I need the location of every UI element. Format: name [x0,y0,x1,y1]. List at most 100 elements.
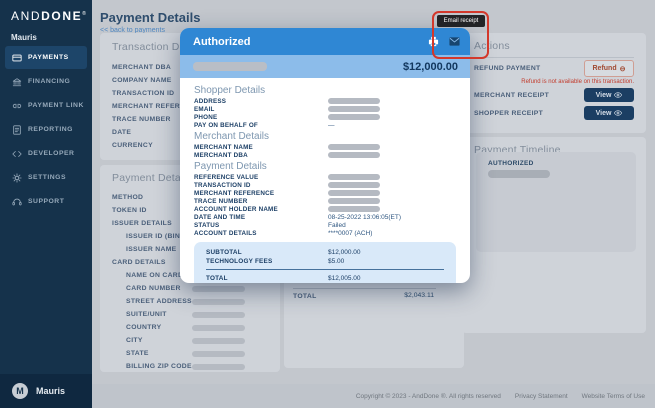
table-row: STREET ADDRESS [112,295,268,308]
redacted-value [192,298,245,305]
table-row: TRANSACTION ID [194,181,456,189]
circle-minus-icon: ⊖ [619,65,626,73]
sidebar: ANDDONE® Mauris PAYMENTS FINANCING PAYME… [0,0,92,408]
printer-icon[interactable] [428,36,439,47]
table-row: BILLING ZIP CODE [112,360,268,373]
sidebar-item-financing[interactable]: FINANCING [5,70,87,93]
table-row: METHOD [112,194,144,201]
payment-receipt-modal: Authorized $12,000.00 Shopper Details AD… [180,28,470,283]
modal-header-icons [428,28,460,55]
view-merchant-receipt-button[interactable]: View [584,88,634,102]
status-badge: Authorized [193,35,251,48]
refund-unavailable-note: Refund is not available on this transact… [521,79,634,85]
sidebar-item-payments[interactable]: PAYMENTS [5,46,87,69]
table-row: DATE AND TIME 08-25-2022 13:06:05(ET) [194,213,401,221]
total-label: TOTAL [293,293,317,300]
refund-button[interactable]: Refund ⊖ [584,60,634,77]
user-menu[interactable]: M Mauris [0,374,92,408]
merchant-receipt-label: MERCHANT RECEIPT [474,92,550,99]
sidebar-item-label: REPORTING [28,126,73,133]
payment-amount: $12,000.00 [402,60,458,73]
redacted-value [328,144,380,150]
support-icon [12,197,22,207]
table-row: ADDRESS [194,97,456,105]
redacted-value [193,62,267,71]
total-value: $2,043.11 [404,292,434,299]
user-name: Mauris [36,386,66,396]
table-row: TECHNOLOGY FEES $5.00 [206,258,345,265]
table-row: STATUS Failed [194,221,346,229]
table-row: SUBTOTAL $12,000.00 [206,249,361,256]
modal-body: Shopper Details ADDRESS EMAIL PHONE PAY … [180,78,470,283]
table-row: MERCHANT REFERENCE [112,103,201,110]
redacted-value [328,182,380,188]
table-row: CURRENCY [112,142,153,149]
redacted-value [192,311,245,318]
payment-link-icon [12,101,22,111]
actions-card: Actions REFUND PAYMENT Refund ⊖ Refund i… [462,33,646,133]
technology-fees-value: $5.00 [328,258,345,265]
sidebar-item-payment-link[interactable]: PAYMENT LINK [5,94,87,117]
refund-payment-label: REFUND PAYMENT [474,65,541,72]
modal-header: Authorized [180,28,470,55]
sidebar-item-developer[interactable]: DEVELOPER [5,142,87,165]
email-icon[interactable] [449,36,460,47]
redacted-value [328,152,380,158]
table-row: CARD NUMBER [112,282,268,295]
payments-icon [12,53,22,63]
redacted-value [328,198,380,204]
org-name: Mauris [11,33,37,42]
section-title: Merchant Details [194,131,270,142]
divider [206,269,444,270]
table-row: MERCHANT REFERENCE [194,189,456,197]
logo-trademark: ® [82,11,86,17]
table-row: ISSUER NAME [126,246,177,253]
table-row: MERCHANT DBA [112,64,172,71]
fee-summary-box: SUBTOTAL $12,000.00 TECHNOLOGY FEES $5.00 … [194,242,456,283]
table-row: TRACE NUMBER [112,116,171,123]
redacted-value [192,337,245,344]
privacy-statement-link[interactable]: Privacy Statement [514,392,568,400]
sidebar-item-label: PAYMENTS [28,54,69,61]
eye-icon [614,110,623,116]
sidebar-nav: PAYMENTS FINANCING PAYMENT LINK REPORTIN… [0,46,92,214]
divider [293,288,436,289]
back-to-payments-link[interactable]: << back to payments [100,27,165,34]
terms-link[interactable]: Website Terms of Use [581,392,645,400]
redacted-value [328,190,380,196]
table-row: DATE [112,129,132,136]
date-time-value: 08-25-2022 13:06:05(ET) [328,213,401,221]
redacted-value [192,324,245,331]
sidebar-item-label: PAYMENT LINK [28,102,84,109]
copyright-text: Copyright © 2023 - AndDone ®. All rights… [355,392,501,400]
table-row: COUNTRY [112,321,268,334]
table-row: ISSUER DETAILS [112,220,172,227]
divider [474,57,634,58]
card-title: Actions [474,40,510,52]
redacted-value [328,106,380,112]
table-row: ACCOUNT HOLDER NAME [194,205,456,213]
table-row: NAME ON CARD [126,272,184,279]
shopper-receipt-label: SHOPPER RECEIPT [474,110,544,117]
page-title: Payment Details [100,10,201,25]
table-row: TRANSACTION ID [112,90,175,97]
sidebar-item-label: FINANCING [28,78,71,85]
table-row: PHONE [194,113,456,121]
sidebar-item-settings[interactable]: SETTINGS [5,166,87,189]
table-row: MERCHANT DBA [194,151,456,159]
redacted-value [328,174,380,180]
view-shopper-receipt-button[interactable]: View [584,106,634,120]
redacted-value [192,363,245,370]
table-row: ACCOUNT DETAILS ****0007 (ACH) [194,229,373,237]
sidebar-item-label: DEVELOPER [28,150,75,157]
table-row: CARD DETAILS [112,259,166,266]
logo-and: AND [11,9,42,23]
redacted-value [328,98,380,104]
avatar: M [12,383,28,399]
sidebar-item-reporting[interactable]: REPORTING [5,118,87,141]
status-value: Failed [328,221,346,229]
table-row: MERCHANT NAME [194,143,456,151]
timeline-panel: AUTHORIZED [476,152,636,252]
sidebar-item-support[interactable]: SUPPORT [5,190,87,213]
